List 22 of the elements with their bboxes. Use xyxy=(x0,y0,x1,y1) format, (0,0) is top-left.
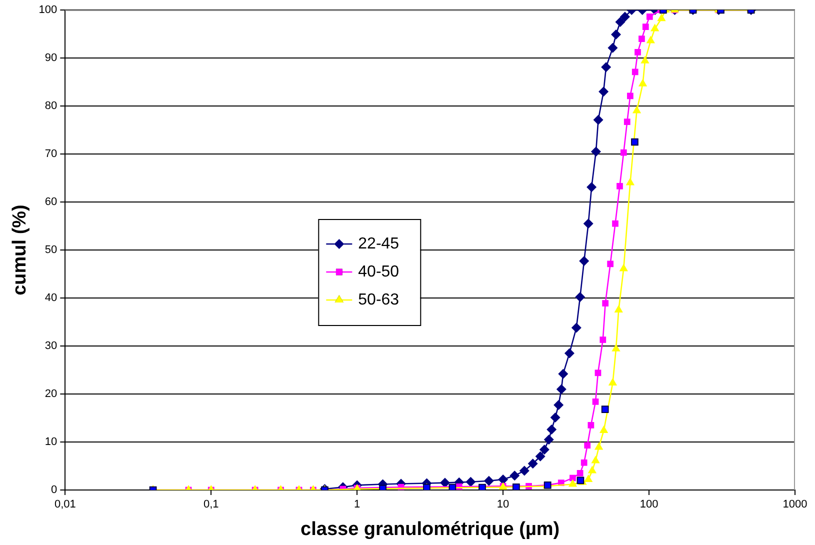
y-tick-label: 0 xyxy=(51,484,58,496)
x-axis-title: classe granulométrique (µm) xyxy=(300,518,560,540)
y-tick-label: 70 xyxy=(44,148,58,160)
x-tick-label: 1000 xyxy=(782,498,808,511)
legend-label: 22-45 xyxy=(358,235,400,252)
x-tick-label: 10 xyxy=(496,498,510,511)
legend-label: 40-50 xyxy=(358,263,400,280)
y-tick-label: 80 xyxy=(44,100,58,112)
y-tick-label: 20 xyxy=(44,388,58,400)
y-axis-title: cumul (%) xyxy=(10,204,31,296)
y-tick-label: 50 xyxy=(44,244,58,256)
x-tick-label: 100 xyxy=(640,498,658,511)
legend-label: 50-63 xyxy=(358,291,400,308)
x-tick-label: 0,1 xyxy=(203,498,219,511)
y-tick-label: 30 xyxy=(44,340,58,352)
y-tick-label: 90 xyxy=(44,52,58,64)
y-tick-label: 40 xyxy=(44,292,58,304)
x-tick-label: 0,01 xyxy=(54,498,76,511)
y-tick-label: 60 xyxy=(44,196,58,208)
x-tick-label: 1 xyxy=(354,498,360,511)
y-tick-label: 10 xyxy=(44,436,58,448)
y-tick-label: 100 xyxy=(38,4,58,16)
